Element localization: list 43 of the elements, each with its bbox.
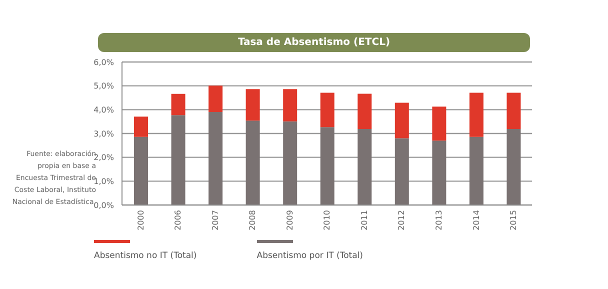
x-tick-label: 2012 [397, 210, 406, 230]
bar [246, 120, 260, 205]
x-tick-label: 2006 [174, 210, 183, 230]
bar [134, 136, 148, 205]
bar [432, 140, 446, 205]
bar [208, 112, 223, 205]
bar [358, 94, 372, 129]
bar [394, 138, 409, 205]
bar [394, 102, 409, 138]
y-tick-label: 4,0% [94, 106, 114, 115]
x-tick-label: 2014 [472, 210, 481, 230]
bar [469, 136, 484, 205]
y-tick-label: 1,0% [94, 177, 114, 186]
y-tick-label: 2,0% [94, 153, 114, 162]
legend-label: Absentismo no IT (Total) [94, 251, 197, 261]
bar [320, 92, 334, 128]
y-tick-label: 5,0% [94, 82, 114, 91]
bar [171, 94, 186, 116]
x-tick-label: 2008 [248, 210, 258, 230]
x-tick-label: 2000 [136, 210, 146, 230]
legend-label: Absentismo por IT (Total) [256, 251, 363, 261]
bar [208, 86, 223, 112]
bar [469, 92, 484, 137]
x-tick-label: 2015 [509, 210, 518, 230]
bar [283, 121, 298, 205]
bar [506, 92, 521, 129]
chart-title: Tasa de Absentismo (ETCL) [98, 33, 530, 52]
x-tick-label: 2007 [210, 210, 220, 230]
bar [134, 116, 148, 137]
x-tick-label: 2011 [360, 210, 369, 230]
bar [506, 128, 521, 205]
bar [320, 127, 334, 205]
bar [171, 115, 186, 205]
bar [283, 89, 298, 122]
bar [432, 106, 446, 141]
bar [246, 89, 260, 121]
x-tick-label: 2010 [322, 210, 332, 230]
y-tick-label: 6,0% [94, 58, 114, 67]
x-tick-label: 2013 [434, 210, 444, 230]
bar [358, 128, 372, 205]
y-tick-label: 3,0% [94, 129, 114, 138]
y-tick-label: 0,0% [94, 200, 114, 210]
x-tick-label: 2009 [285, 210, 294, 230]
